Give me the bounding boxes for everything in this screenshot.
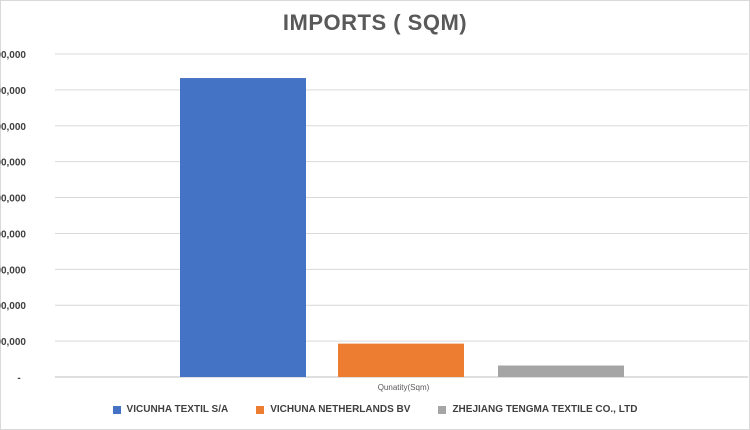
y-tick-label: 00,000 [0, 50, 26, 61]
y-tick-label: 00,000 [0, 265, 26, 276]
legend-label: ZHEJIANG TENGMA TEXTILE CO., LTD [452, 404, 638, 415]
legend-item: VICHUNA NETHERLANDS BV [256, 404, 410, 415]
legend-label: VICHUNA NETHERLANDS BV [270, 404, 411, 415]
x-category-label: Qunatity(Sqm) [378, 383, 430, 392]
bar-3 [498, 365, 624, 377]
chart-title: IMPORTS ( SQM) [282, 10, 468, 35]
chart-legend: VICUNHA TEXTIL S/A VICHUNA NETHERLANDS BV… [0, 404, 750, 415]
y-tick-label: 00,000 [0, 158, 26, 169]
legend-swatch [438, 405, 447, 414]
legend-item: ZHEJIANG TENGMA TEXTILE CO., LTD [438, 404, 637, 415]
y-tick-label: - [17, 373, 20, 384]
legend-label: VICUNHA TEXTIL S/A [126, 404, 229, 415]
y-tick-label: 00,000 [0, 229, 26, 240]
legend-item: VICUNHA TEXTIL S/A [112, 404, 229, 415]
bar-2 [338, 343, 464, 377]
legend-swatch [256, 405, 265, 414]
y-tick-label: 00,000 [0, 194, 26, 205]
y-tick-label: 00,000 [0, 337, 26, 348]
y-tick-label: 00,000 [0, 301, 26, 312]
y-tick-label: 00,000 [0, 86, 26, 97]
legend-swatch [112, 405, 121, 414]
bar-1 [180, 78, 306, 377]
y-tick-label: 00,000 [0, 122, 26, 133]
